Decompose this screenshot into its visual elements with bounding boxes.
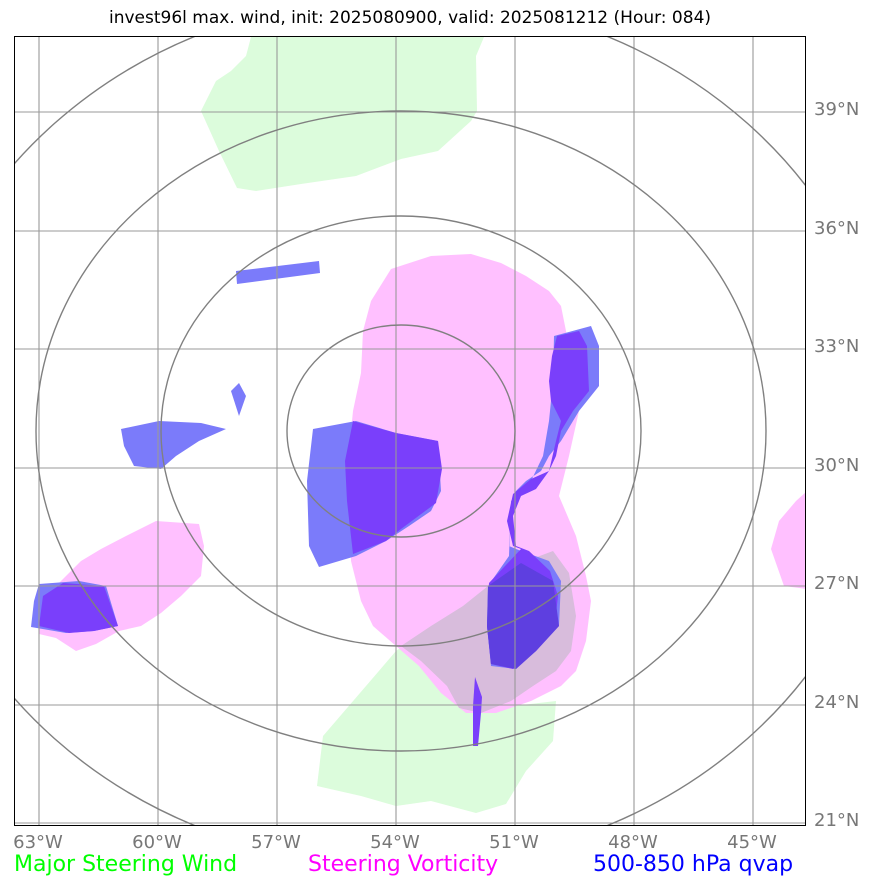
qvap-strip-north xyxy=(236,261,320,284)
legend-steering-vorticity: Steering Vorticity xyxy=(308,852,499,877)
lat-label-30n: 30°N xyxy=(814,455,860,476)
lon-label-48w: 48°W xyxy=(608,832,658,853)
range-ring-3 xyxy=(35,110,767,752)
lat-label-33n: 33°N xyxy=(814,336,860,357)
lat-label-36n: 36°N xyxy=(814,218,860,239)
steering-wind-north xyxy=(201,37,484,191)
range-rings xyxy=(15,37,805,825)
lon-label-57w: 57°W xyxy=(251,832,301,853)
lon-label-63w: 63°W xyxy=(13,832,63,853)
lat-label-39n: 39°N xyxy=(814,99,860,120)
lat-label-24n: 24°N xyxy=(814,692,860,713)
lon-label-60w: 60°W xyxy=(132,832,182,853)
steering-vorticity-east xyxy=(771,492,805,589)
legend-steering-wind: Major Steering Wind xyxy=(14,852,238,877)
qvap-thin-spike xyxy=(473,677,482,746)
qvap-far-west-dark xyxy=(39,583,118,633)
qvap-central-dark xyxy=(345,421,442,554)
lon-label-54w: 54°W xyxy=(370,832,420,853)
range-ring-1 xyxy=(286,324,516,538)
lat-label-27n: 27°N xyxy=(814,573,860,594)
steering-wind-south xyxy=(317,626,556,813)
lat-label-21n: 21°N xyxy=(814,810,860,831)
legend-qvap: 500-850 hPa qvap xyxy=(593,852,794,877)
map-title: invest96l max. wind, init: 2025080900, v… xyxy=(108,8,712,28)
qvap-small-spike xyxy=(231,383,246,416)
map-frame xyxy=(14,36,806,826)
lon-label-51w: 51°W xyxy=(489,832,539,853)
lat-lon-grid xyxy=(15,37,805,825)
range-ring-2 xyxy=(160,215,642,647)
lon-label-45w: 45°W xyxy=(727,832,777,853)
qvap-west-patch xyxy=(121,421,226,469)
map-canvas xyxy=(15,37,805,825)
